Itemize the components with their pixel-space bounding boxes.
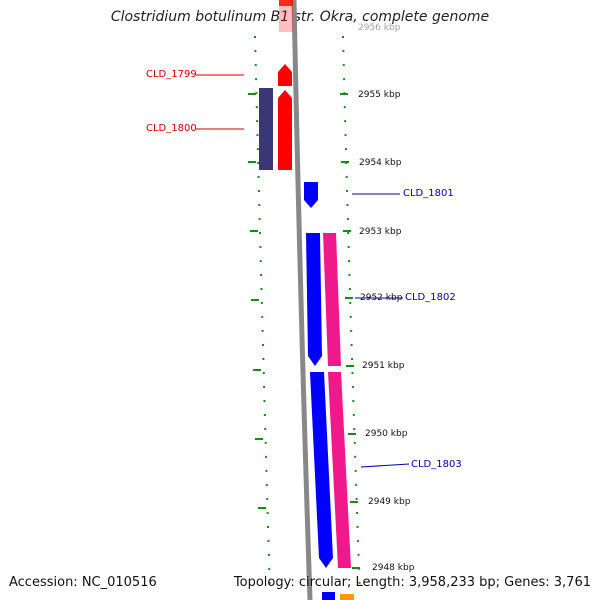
pink-feature-block-lower: [328, 372, 351, 568]
backbone-line: [291, 0, 313, 600]
map-title: Clostridium botulinum B1 str. Okra, comp…: [110, 9, 490, 25]
gene-cld-1802-arrow: [306, 233, 322, 366]
gene-leader-cld-1803: [360, 463, 410, 468]
gene-label-cld-1802: CLD_1802: [405, 292, 456, 303]
pink-feature-block-upper: [323, 233, 341, 366]
partial-red-feature: [279, 0, 293, 32]
outer-dotted-ring: [342, 35, 361, 596]
partial-red-feature-edge: [279, 0, 293, 6]
features: [259, 0, 354, 600]
tick-label-2948: 2948 kbp: [372, 563, 415, 573]
gene-label-cld-1801: CLD_1801: [403, 188, 454, 199]
outer-tick-marks: [340, 93, 360, 569]
gene-cld-1803-arrow: [310, 372, 333, 568]
tick-label-2955: 2955 kbp: [358, 90, 401, 100]
genome-summary-text: Topology: circular; Length: 3,958,233 bp…: [233, 575, 591, 590]
bottom-orange-feature: [340, 594, 354, 600]
gene-cld-1801-arrow: [304, 182, 318, 208]
tick-label-2949: 2949 kbp: [368, 497, 411, 507]
backbone-ring: [291, 0, 313, 600]
gene-label-cld-1799: CLD_1799: [146, 69, 197, 80]
tick-label-2951: 2951 kbp: [362, 361, 405, 371]
inner-dotted-ring: [254, 35, 271, 596]
accession-text: Accession: NC_010516: [9, 575, 157, 590]
gene-label-cld-1803: CLD_1803: [411, 459, 462, 470]
tick-label-2950: 2950 kbp: [365, 429, 408, 439]
dark-feature-block: [259, 88, 273, 170]
bottom-blue-feature: [322, 592, 335, 600]
gene-label-cld-1800: CLD_1800: [146, 123, 197, 134]
gene-labels: CLD_1799 CLD_1800 CLD_1801 CLD_1802 CLD_…: [146, 69, 462, 470]
gene-cld-1800-arrow: [278, 90, 292, 170]
tick-label-2953: 2953 kbp: [359, 227, 402, 237]
tick-label-2954: 2954 kbp: [359, 158, 402, 168]
tick-label-2956: 2956 kbp: [358, 23, 401, 33]
inner-tick-marks: [248, 93, 266, 509]
outer-ring-dots: [342, 35, 361, 596]
inner-ring-dots: [254, 35, 271, 596]
gene-cld-1799-arrow: [278, 64, 292, 86]
